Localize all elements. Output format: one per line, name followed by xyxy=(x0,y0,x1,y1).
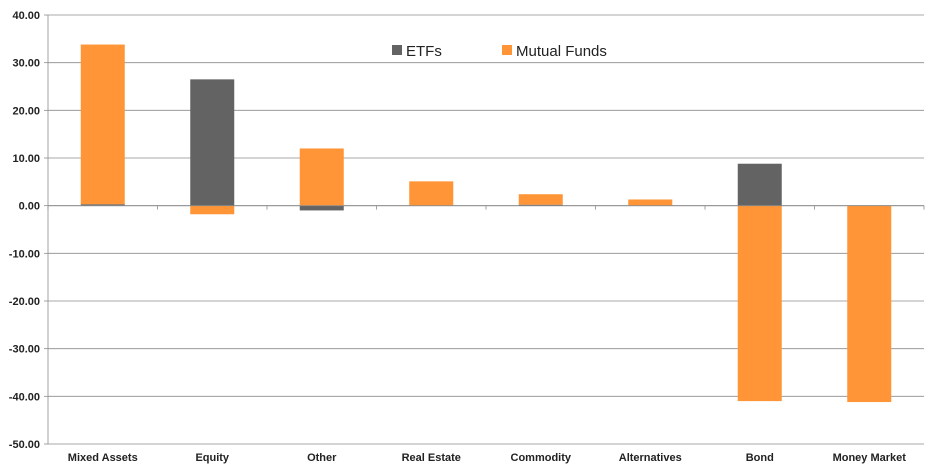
y-tick-label: -30.00 xyxy=(9,344,40,356)
bar-mutual-funds xyxy=(847,205,892,403)
bar-mutual-funds xyxy=(737,205,782,402)
x-tick-label: Mixed Assets xyxy=(68,452,138,464)
bar-etfs xyxy=(80,204,125,206)
bar-etfs xyxy=(190,79,235,206)
bar-mutual-funds xyxy=(409,181,454,206)
gridlines xyxy=(48,14,924,445)
x-tick-label: Equity xyxy=(195,452,229,464)
x-tick-label: Money Market xyxy=(833,452,907,464)
x-tick-label: Commodity xyxy=(511,452,572,464)
y-tick-label: -50.00 xyxy=(9,439,40,451)
bar-mutual-funds xyxy=(80,44,125,205)
legend-label-etfs: ETFs xyxy=(406,43,442,60)
x-tick-label: Alternatives xyxy=(619,452,682,464)
y-tick-label: -10.00 xyxy=(9,248,40,260)
y-tick-label: 0.00 xyxy=(19,201,40,213)
x-tick-label: Real Estate xyxy=(402,452,461,464)
bar-mutual-funds xyxy=(190,205,235,215)
y-tick-label: 30.00 xyxy=(12,58,40,70)
bar-etfs xyxy=(737,163,782,206)
bar-etfs xyxy=(518,204,563,206)
x-tick-label: Other xyxy=(307,452,337,464)
legend-swatch-mutual-funds xyxy=(502,45,512,55)
bar-etfs xyxy=(299,205,344,211)
bars xyxy=(80,44,892,403)
legend-swatch-etfs xyxy=(392,45,402,55)
bar-mutual-funds xyxy=(299,148,344,206)
legend: ETFs Mutual Funds xyxy=(392,43,607,60)
axes: 40.00 30.00 20.00 10.00 0.00 -10.00 -20.00 -30.… xyxy=(9,10,925,464)
y-tick-label: 20.00 xyxy=(12,105,40,117)
x-tick-label: Bond xyxy=(746,452,774,464)
y-tick-label: 40.00 xyxy=(12,10,40,22)
y-tick-label: -20.00 xyxy=(9,296,40,308)
bar-mutual-funds xyxy=(628,199,673,206)
y-tick-label: 10.00 xyxy=(12,153,40,165)
legend-label-mutual-funds: Mutual Funds xyxy=(516,43,607,60)
y-tick-label: -40.00 xyxy=(9,391,40,403)
bar-mutual-funds xyxy=(518,194,563,205)
